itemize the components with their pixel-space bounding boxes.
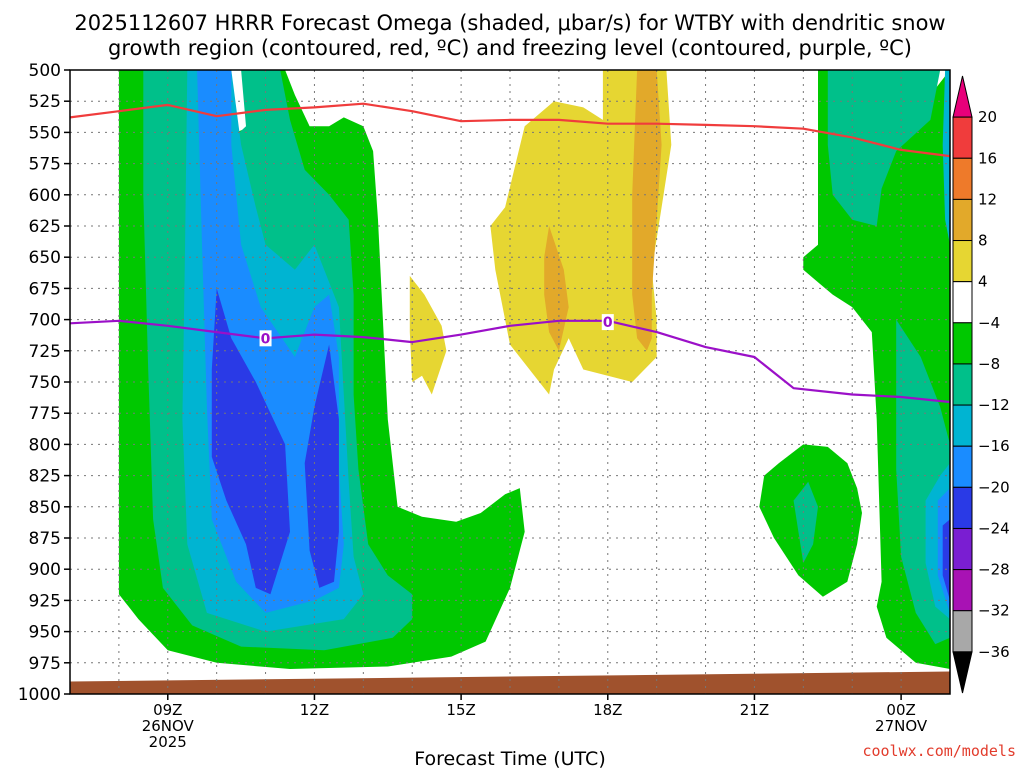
y-tick-label-1: 525 xyxy=(29,92,61,112)
colorbar-swatch-1 xyxy=(952,116,973,159)
freezing-level-label-0: 0 xyxy=(261,331,271,347)
y-tick-label-20: 1000 xyxy=(18,685,61,705)
x-tick-label-0-l1: 09Z xyxy=(153,701,182,719)
colorbar-label-2: 12 xyxy=(978,190,997,208)
freezing-label-bg-1 xyxy=(601,314,614,331)
y-tick-label-11: 775 xyxy=(29,404,61,424)
colorbar-swatch-9 xyxy=(952,445,973,488)
colorbar: 20 16 12 8 4 −4 −8 −12 −16 −20 −24 −28 −32 −36 xyxy=(952,75,1010,694)
colorbar-label-13: −36 xyxy=(978,643,1010,661)
colorbar-swatch-14 xyxy=(952,651,973,694)
omega-region-8 xyxy=(544,226,569,351)
x-tick-label-3-l1: 18Z xyxy=(593,701,622,719)
y-tick-label-15: 875 xyxy=(29,529,61,549)
omega-region-18 xyxy=(793,481,818,563)
y-tick-label-2: 550 xyxy=(29,123,61,143)
colorbar-label-7: −12 xyxy=(978,396,1010,414)
colorbar-label-8: −16 xyxy=(978,437,1010,455)
colorbar-label-10: −24 xyxy=(978,519,1010,537)
y-tick-label-19: 975 xyxy=(29,654,61,674)
omega-region-9 xyxy=(409,275,447,395)
colorbar-swatch-8 xyxy=(952,404,973,447)
colorbar-swatch-7 xyxy=(952,363,973,406)
colorbar-label-3: 8 xyxy=(978,232,988,250)
y-tick-label-5: 625 xyxy=(29,217,61,237)
y-tick-label-13: 825 xyxy=(29,467,61,487)
y-axis-ticks: 500 525 550 575 600 625 650 675 700 725 750 775 800 8… xyxy=(18,61,70,705)
colorbar-swatch-12 xyxy=(952,569,973,612)
credit-text: coolwx.com/models xyxy=(862,742,1016,760)
colorbar-label-11: −28 xyxy=(978,561,1010,579)
colorbar-label-9: −20 xyxy=(978,478,1010,496)
colorbar-swatch-11 xyxy=(952,527,973,571)
y-tick-label-4: 600 xyxy=(29,186,61,206)
y-tick-label-12: 800 xyxy=(29,435,61,455)
omega-region-7 xyxy=(632,70,662,351)
colorbar-label-1: 16 xyxy=(978,149,997,167)
x-tick-label-1-l1: 12Z xyxy=(300,701,329,719)
omega-region-11 xyxy=(827,70,941,226)
colorbar-swatch-13 xyxy=(952,610,973,653)
dgz-isotherm-line xyxy=(70,102,950,158)
y-tick-label-10: 750 xyxy=(29,373,61,393)
y-tick-label-17: 925 xyxy=(29,591,61,611)
y-tick-label-8: 700 xyxy=(29,311,61,331)
omega-region-5 xyxy=(304,344,339,588)
freezing-level-line xyxy=(70,319,950,404)
chart-title-line1: 2025112607 HRRR Forecast Omega (shaded, … xyxy=(74,11,945,35)
colorbar-label-6: −8 xyxy=(978,355,1000,373)
x-axis-label: Forecast Time (UTC) xyxy=(414,748,605,768)
x-tick-label-5-l2: 27NOV xyxy=(875,717,928,735)
colorbar-label-5: −4 xyxy=(978,314,1000,332)
x-tick-label-0-l2: 26NOV xyxy=(142,717,195,735)
colorbar-swatch-5 xyxy=(952,281,973,324)
y-tick-label-3: 575 xyxy=(29,155,61,175)
omega-region-13 xyxy=(942,70,950,245)
omega-region-16 xyxy=(942,519,950,601)
colorbar-swatch-4 xyxy=(952,240,973,283)
freezing-label-bg-0 xyxy=(259,330,272,347)
chart-title-line2: growth region (contoured, red, ºC) and f… xyxy=(108,36,912,60)
colorbar-label-4: 4 xyxy=(978,273,988,291)
y-tick-label-7: 675 xyxy=(29,279,61,299)
omega-region-6 xyxy=(490,70,672,395)
contour-lines xyxy=(70,102,950,404)
colorbar-label-12: −32 xyxy=(978,602,1010,620)
omega-region-19 xyxy=(70,671,950,694)
colorbar-swatch-3 xyxy=(952,198,973,242)
x-tick-label-2-l1: 15Z xyxy=(446,701,475,719)
x-tick-label-0-l3: 2025 xyxy=(149,733,187,751)
gridlines xyxy=(70,70,950,694)
y-tick-label-18: 950 xyxy=(29,623,61,643)
y-tick-label-6: 650 xyxy=(29,248,61,268)
colorbar-swatch-6 xyxy=(952,322,973,365)
y-tick-label-14: 850 xyxy=(29,498,61,518)
contour-labels: 00 xyxy=(259,314,614,347)
colorbar-label-0: 20 xyxy=(978,108,997,126)
colorbar-swatch-10 xyxy=(952,486,973,529)
omega-shaded-regions xyxy=(70,70,950,694)
colorbar-swatch-2 xyxy=(952,157,973,200)
omega-region-4 xyxy=(211,288,290,595)
y-tick-label-0: 500 xyxy=(29,61,61,81)
x-tick-label-4-l1: 21Z xyxy=(740,701,769,719)
y-tick-label-16: 900 xyxy=(29,560,61,580)
freezing-level-label-1: 0 xyxy=(603,315,613,331)
x-tick-label-5-l1: 00Z xyxy=(886,701,915,719)
y-tick-label-9: 725 xyxy=(29,342,61,362)
